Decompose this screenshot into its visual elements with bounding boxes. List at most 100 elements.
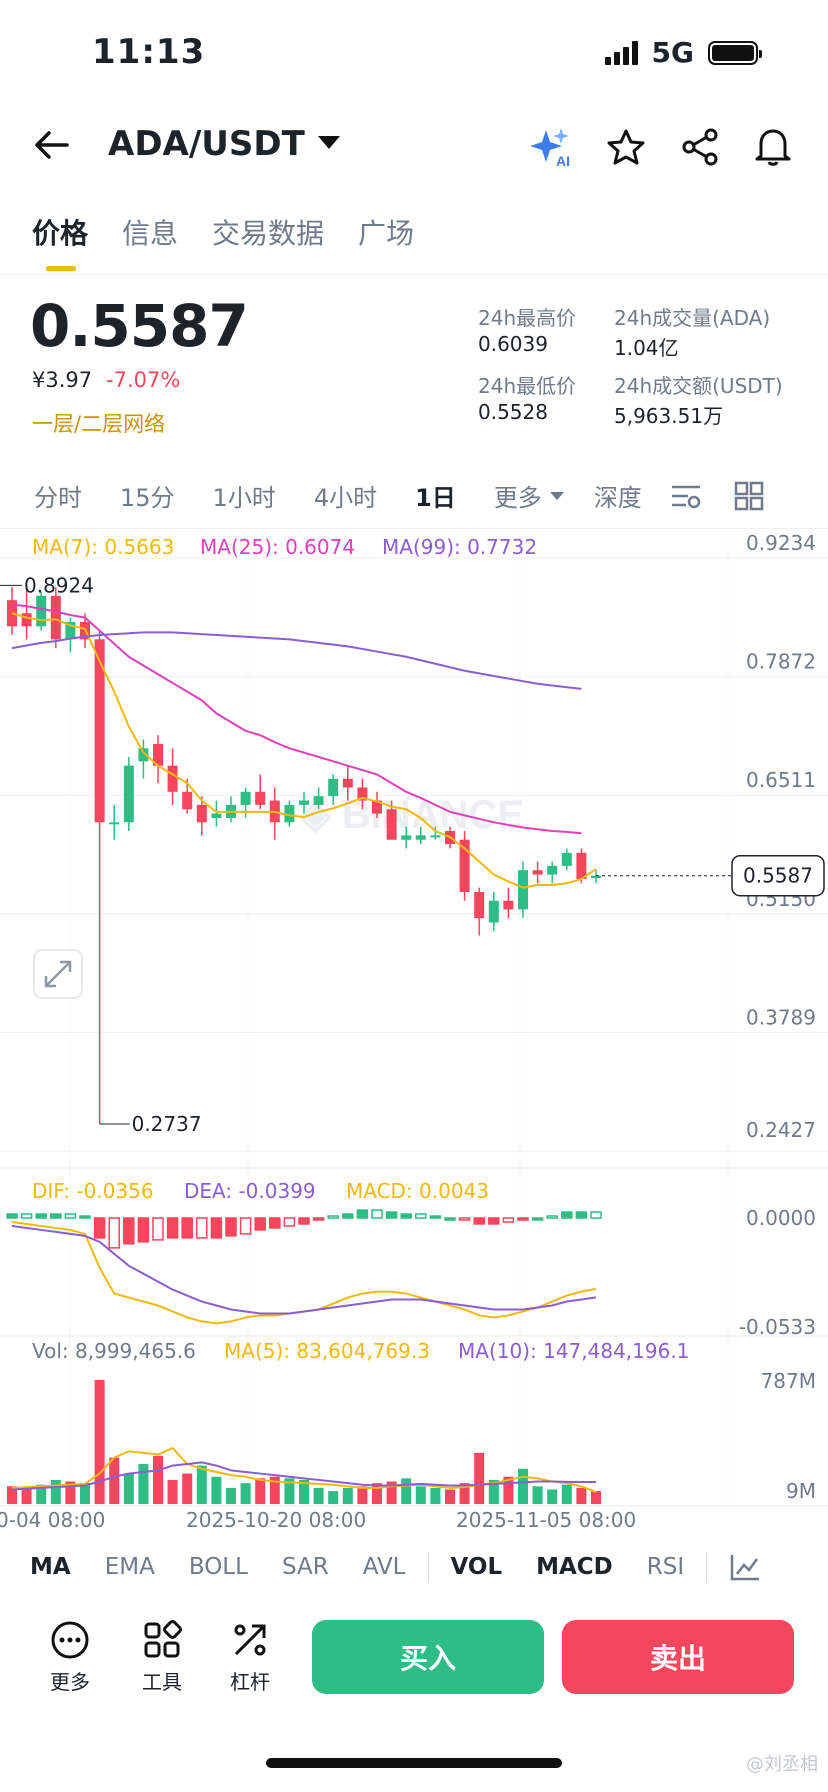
interval-1d[interactable]: 1日: [415, 484, 456, 512]
indicator-sar[interactable]: SAR: [281, 1554, 329, 1580]
macd-histogram-bar: [254, 1217, 266, 1231]
pair-title[interactable]: ADA/USDT: [108, 124, 305, 164]
signal-icon: [604, 40, 638, 65]
price-change: -7.07%: [106, 368, 181, 392]
back-arrow-icon[interactable]: [34, 130, 70, 160]
volume-bar: [269, 1476, 280, 1504]
volume-bar: [328, 1491, 339, 1504]
more-button[interactable]: 更多: [50, 1620, 90, 1695]
bell-icon[interactable]: [754, 126, 792, 166]
active-tab-indicator: [46, 266, 76, 271]
amount-label: 24h成交额(USDT): [614, 374, 783, 398]
volume-bar: [65, 1481, 76, 1504]
indicator-macd[interactable]: MACD: [536, 1554, 613, 1580]
volume-bar: [591, 1491, 601, 1504]
macd-histogram-bar: [93, 1217, 106, 1239]
leverage-label: 杠杆: [230, 1670, 270, 1694]
last-price-label: 0.5587: [743, 864, 813, 888]
volume-bar: [21, 1487, 32, 1504]
tab-info[interactable]: 信息: [122, 217, 179, 250]
macd-histogram-bar: [561, 1211, 573, 1219]
time-axis-label: 2025-10-20 08:00: [186, 1508, 366, 1532]
divider: [0, 274, 828, 275]
macd-histogram-bar: [531, 1217, 544, 1221]
candle-body: [240, 791, 251, 805]
volume-bar: [123, 1473, 134, 1504]
interval-timeline[interactable]: 分时: [34, 484, 82, 512]
high-label: 24h最高价: [478, 306, 577, 330]
kline-chart[interactable]: ◈ BINANCE 0.92340.78720.65110.51500.3789…: [0, 528, 828, 1532]
indicator-bar: MA EMA BOLL SAR AVL VOL MACD RSI: [30, 1552, 761, 1582]
candle-body: [284, 804, 295, 823]
indicator-avl[interactable]: AVL: [362, 1554, 406, 1580]
macd-axis-label: 0.0000: [746, 1206, 816, 1230]
ai-sparkle-icon[interactable]: AI: [530, 126, 574, 168]
low-label: 24h最低价: [478, 374, 577, 398]
volume-bar: [474, 1452, 485, 1504]
volume-bar: [109, 1457, 120, 1504]
interval-1h[interactable]: 1小时: [212, 484, 276, 512]
more-label: 更多: [50, 1670, 90, 1694]
more-caret-icon[interactable]: [549, 491, 564, 500]
network-tag[interactable]: 一层/二层网络: [32, 412, 166, 436]
buy-button[interactable]: 买入: [312, 1620, 544, 1694]
last-price: 0.5587: [30, 292, 249, 360]
macd-histogram-bar: [79, 1215, 91, 1219]
last-price-box: [731, 854, 825, 897]
tools-button[interactable]: 工具: [142, 1620, 182, 1695]
tab-trading-data[interactable]: 交易数据: [212, 217, 325, 250]
vol-ma10-line: [11, 1461, 596, 1491]
share-icon[interactable]: [680, 128, 720, 166]
candle-body: [36, 595, 47, 627]
indicator-chart-icon[interactable]: [729, 1552, 761, 1582]
interval-15m[interactable]: 15分: [120, 484, 175, 512]
volume-bar: [386, 1481, 397, 1504]
volume-bar: [459, 1483, 470, 1504]
indicator-ma[interactable]: MA: [30, 1554, 71, 1580]
macd-histogram-bar: [196, 1217, 208, 1239]
pair-dropdown-icon[interactable]: [318, 136, 340, 149]
expand-button[interactable]: [33, 949, 83, 999]
interval-bar: 分时 15分 1小时 4小时 1日 更多 深度: [34, 478, 814, 513]
volume-bar: [153, 1456, 163, 1504]
interval-4h[interactable]: 4小时: [313, 484, 378, 512]
price-axis-label: 0.7872: [746, 650, 816, 674]
macd-histogram-bar: [415, 1213, 427, 1219]
ma25-line: [11, 603, 582, 835]
macd-histogram-bar: [342, 1213, 354, 1219]
dea-line: [11, 1224, 597, 1315]
star-icon[interactable]: [606, 128, 646, 166]
candle-body: [109, 822, 120, 825]
macd-axis-label: -0.0533: [739, 1315, 816, 1339]
macd-histogram-bar: [283, 1217, 296, 1227]
macd-histogram-bar: [64, 1213, 77, 1219]
candle-body: [21, 613, 32, 627]
macd-histogram-bar: [6, 1213, 18, 1219]
amount-value: 5,963.51万: [614, 404, 724, 428]
candle-body: [386, 809, 397, 840]
macd-histogram-bar: [385, 1211, 398, 1219]
indicator-vol[interactable]: VOL: [450, 1554, 503, 1580]
tab-price[interactable]: 价格: [32, 217, 89, 250]
tab-square[interactable]: 广场: [358, 217, 415, 250]
indicator-rsi[interactable]: RSI: [646, 1554, 685, 1580]
volume-bar: [80, 1483, 90, 1504]
interval-more[interactable]: 更多: [493, 484, 542, 512]
macd-histogram-bar: [20, 1213, 33, 1219]
layout-grid-icon[interactable]: [734, 481, 764, 511]
leverage-button[interactable]: 杠杆: [230, 1620, 270, 1695]
ma99-legend: MA(99): 0.7732: [382, 535, 537, 559]
indicator-boll[interactable]: BOLL: [188, 1554, 248, 1580]
dea-legend: DEA: -0.0399: [184, 1179, 316, 1203]
price-axis-label: 0.2427: [746, 1118, 816, 1142]
chart-settings-icon[interactable]: [670, 482, 702, 510]
candle-body: [342, 778, 353, 788]
candle-body: [123, 765, 134, 823]
volume-bar: [547, 1489, 558, 1504]
candle-body: [211, 813, 222, 818]
sell-button[interactable]: 卖出: [562, 1620, 794, 1694]
depth-tab[interactable]: 深度: [593, 484, 642, 512]
ma25-legend: MA(25): 0.6074: [200, 535, 355, 559]
macd-histogram-bar: [458, 1217, 471, 1221]
indicator-ema[interactable]: EMA: [104, 1554, 155, 1580]
